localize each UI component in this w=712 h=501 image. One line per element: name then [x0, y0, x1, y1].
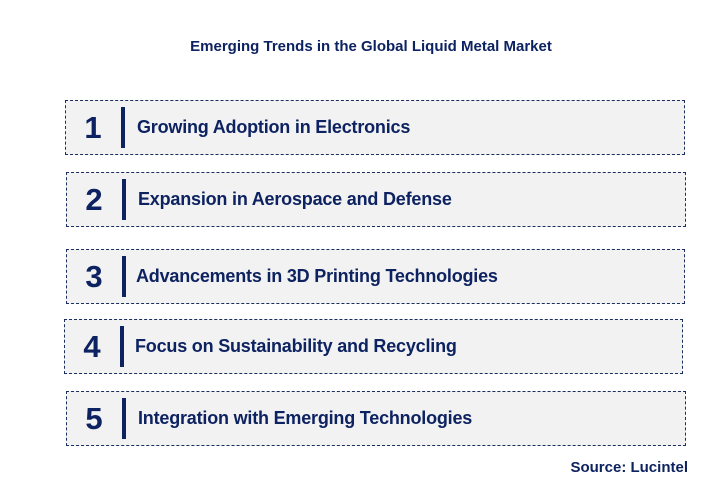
trend-number: 2 [85, 181, 103, 217]
trend-item-3: 3 Advancements in 3D Printing Technologi… [66, 249, 685, 304]
diagram-title: Emerging Trends in the Global Liquid Met… [190, 38, 552, 55]
trend-number: 1 [84, 109, 102, 145]
trend-label: Integration with Emerging Technologies [138, 408, 473, 428]
trend-item-2: 2 Expansion in Aerospace and Defense [66, 172, 686, 227]
trend-item-5: 5 Integration with Emerging Technologies [66, 391, 686, 446]
trend-label: Focus on Sustainability and Recycling [135, 336, 457, 356]
trend-number: 5 [85, 400, 103, 436]
trend-item-1: 1 Growing Adoption in Electronics [65, 100, 685, 155]
trend-number: 4 [83, 328, 101, 364]
trend-item-4: 4 Focus on Sustainability and Recycling [64, 319, 683, 374]
trend-number: 3 [85, 258, 103, 294]
divider-bar [122, 398, 126, 439]
divider-bar [121, 107, 125, 148]
divider-bar [120, 326, 124, 367]
source-credit: Source: Lucintel [570, 459, 688, 476]
divider-bar [122, 179, 126, 220]
trend-label: Growing Adoption in Electronics [137, 117, 411, 137]
trend-label: Expansion in Aerospace and Defense [138, 189, 452, 209]
divider-bar [122, 256, 126, 297]
trend-label: Advancements in 3D Printing Technologies [136, 266, 498, 286]
